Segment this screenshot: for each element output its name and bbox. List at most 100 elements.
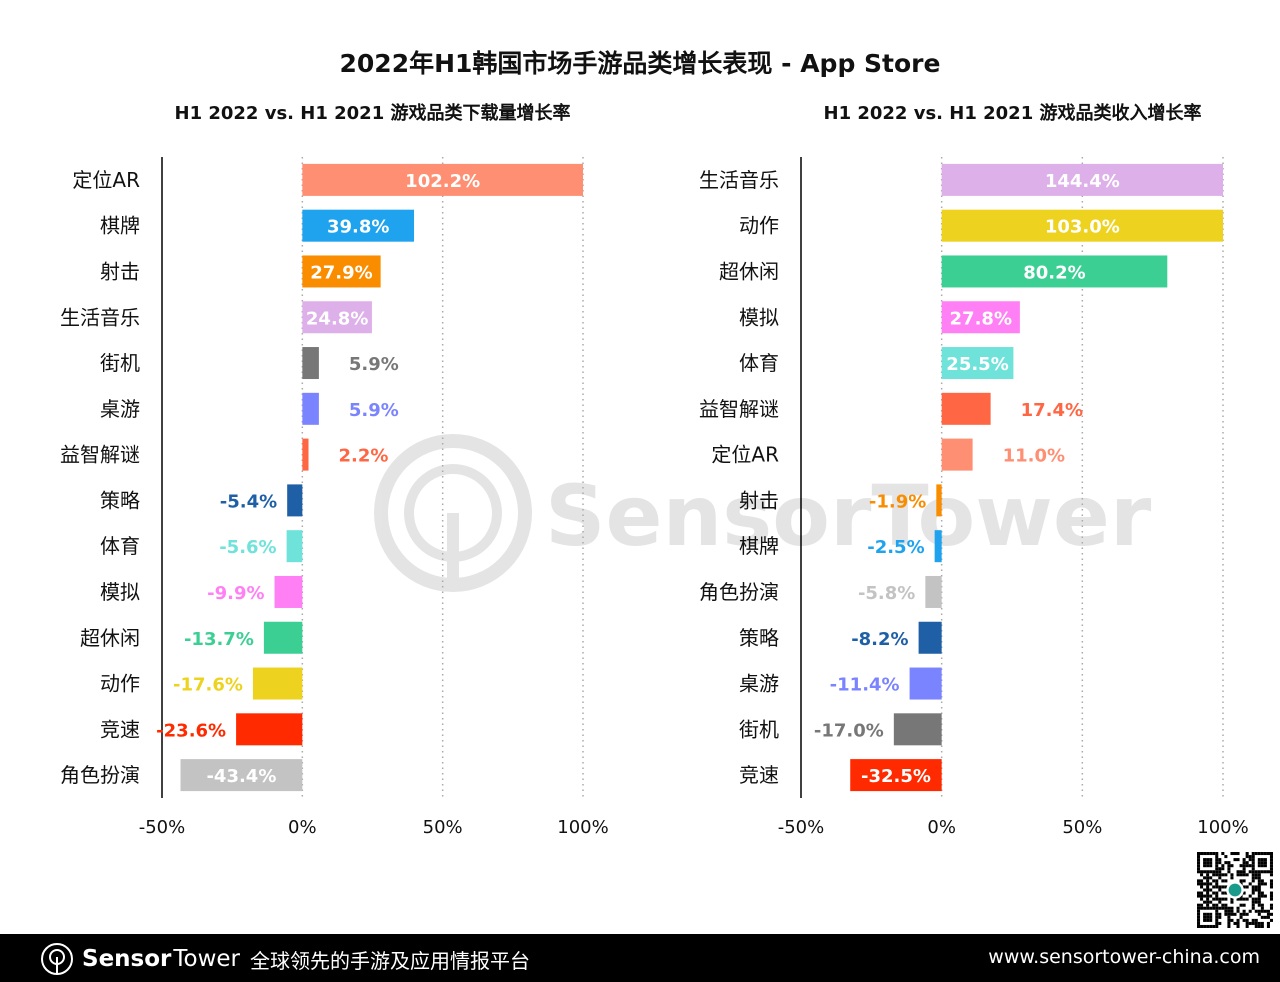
bar: [287, 484, 303, 517]
data-label: -13.7%: [184, 629, 254, 650]
x-tick-label: -50%: [139, 817, 186, 838]
category-label: 益智解谜: [699, 397, 779, 421]
data-label: -17.6%: [173, 675, 243, 696]
footer: Sensor Tower 全球领先的手游及应用情报平台 www.sensorto…: [0, 934, 1280, 982]
bar: [286, 530, 303, 563]
data-label: -8.2%: [851, 629, 908, 650]
data-label: 25.5%: [946, 354, 1008, 375]
category-label: 体育: [739, 351, 779, 375]
category-label: 生活音乐: [699, 168, 779, 192]
data-label: -5.8%: [858, 583, 915, 604]
bar: [274, 575, 303, 608]
bar: [918, 621, 942, 654]
category-label: 角色扮演: [60, 763, 140, 787]
watermark: SensorTower: [374, 434, 1152, 592]
bar: [252, 667, 303, 700]
bar: [302, 438, 309, 471]
category-label: 模拟: [100, 580, 140, 604]
data-label: 103.0%: [1045, 217, 1120, 238]
left-chart-subtitle: H1 2022 vs. H1 2021 游戏品类下载量增长率: [174, 103, 571, 124]
data-label: -2.5%: [867, 537, 924, 558]
data-label: -5.4%: [220, 491, 277, 512]
data-label: -9.9%: [207, 583, 264, 604]
data-label: 24.8%: [306, 308, 368, 329]
chart-title: 2022年H1韩国市场手游品类增长表现 - App Store: [339, 49, 941, 78]
category-label: 体育: [100, 534, 140, 558]
category-label: 竞速: [100, 717, 140, 741]
sensortower-logo: Sensor Tower: [40, 942, 240, 976]
bar: [941, 255, 1168, 288]
category-label: 策略: [100, 488, 140, 512]
category-label: 角色扮演: [699, 580, 779, 604]
qr-code: [1197, 852, 1273, 928]
bar: [302, 209, 415, 242]
category-label: 棋牌: [100, 214, 140, 238]
data-label: 5.9%: [349, 354, 399, 375]
bar: [236, 713, 303, 746]
bar: [893, 713, 942, 746]
data-label: -11.4%: [830, 675, 900, 696]
category-label: 射击: [739, 488, 779, 512]
bar: [941, 301, 1020, 334]
data-label: -43.4%: [206, 766, 276, 787]
data-label: 5.9%: [349, 400, 399, 421]
data-label: -1.9%: [869, 491, 926, 512]
category-label: 动作: [100, 672, 140, 696]
bar: [941, 163, 1223, 196]
x-tick-label: 100%: [1197, 817, 1248, 838]
revenue-chart: -50% 0% 50% 100% 生活音乐 144.4% 动作 103.0% 超休闲 80.2% 模…: [699, 157, 1249, 838]
x-tick-label: 100%: [557, 817, 608, 838]
category-label: 街机: [100, 351, 140, 375]
bar: [180, 759, 303, 792]
right-chart-subtitle: H1 2022 vs. H1 2021 游戏品类收入增长率: [823, 103, 1202, 124]
data-label: 27.8%: [950, 308, 1012, 329]
footer-slogan: 全球领先的手游及应用情报平台: [250, 949, 530, 973]
downloads-chart: -50% 0% 50% 100% 定位AR 102.2% 棋牌 39.8% 射击 27.9% 生活音…: [60, 157, 609, 838]
data-label: -17.0%: [814, 720, 884, 741]
bar: [302, 347, 319, 380]
footer-url[interactable]: www.sensortower-china.com: [988, 946, 1260, 968]
bar: [936, 484, 942, 517]
category-label: 超休闲: [719, 259, 779, 283]
data-label: -23.6%: [156, 720, 226, 741]
data-label: -32.5%: [861, 766, 931, 787]
sensortower-logo-icon: [41, 943, 73, 975]
bar: [925, 575, 942, 608]
bar: [850, 759, 942, 792]
category-label: 定位AR: [72, 168, 140, 192]
brand-tower: Tower: [173, 946, 241, 972]
chart-canvas: SensorTower -50% 0% 50% 100% 定位AR 102.2% 棋牌 39.…: [60, 157, 1249, 838]
data-label: -5.6%: [219, 537, 276, 558]
category-label: 模拟: [739, 305, 779, 329]
bar: [941, 438, 973, 471]
data-label: 11.0%: [1003, 446, 1065, 467]
bar: [941, 392, 991, 425]
bar: [302, 301, 372, 334]
bar: [263, 621, 303, 654]
bar: [302, 163, 583, 196]
watermark-text: SensorTower: [545, 467, 1152, 565]
category-label: 益智解谜: [60, 443, 140, 467]
data-label: 144.4%: [1045, 171, 1120, 192]
category-label: 生活音乐: [60, 305, 140, 329]
bar: [302, 392, 319, 425]
category-label: 超休闲: [80, 626, 140, 650]
x-tick-label: 0%: [927, 817, 956, 838]
category-label: 街机: [739, 717, 779, 741]
x-tick-label: -50%: [778, 817, 825, 838]
brand-sensor: Sensor: [82, 946, 172, 972]
bar: [909, 667, 942, 700]
category-label: 桌游: [100, 397, 140, 421]
data-label: 80.2%: [1023, 262, 1085, 283]
x-tick-label: 50%: [423, 817, 463, 838]
data-label: 39.8%: [327, 217, 389, 238]
category-label: 动作: [739, 214, 779, 238]
x-tick-label: 0%: [288, 817, 317, 838]
category-label: 射击: [100, 259, 140, 283]
data-label: 27.9%: [310, 262, 372, 283]
bar: [934, 530, 942, 563]
category-label: 棋牌: [739, 534, 779, 558]
x-tick-label: 50%: [1062, 817, 1102, 838]
category-label: 竞速: [739, 763, 779, 787]
data-label: 2.2%: [339, 446, 389, 467]
